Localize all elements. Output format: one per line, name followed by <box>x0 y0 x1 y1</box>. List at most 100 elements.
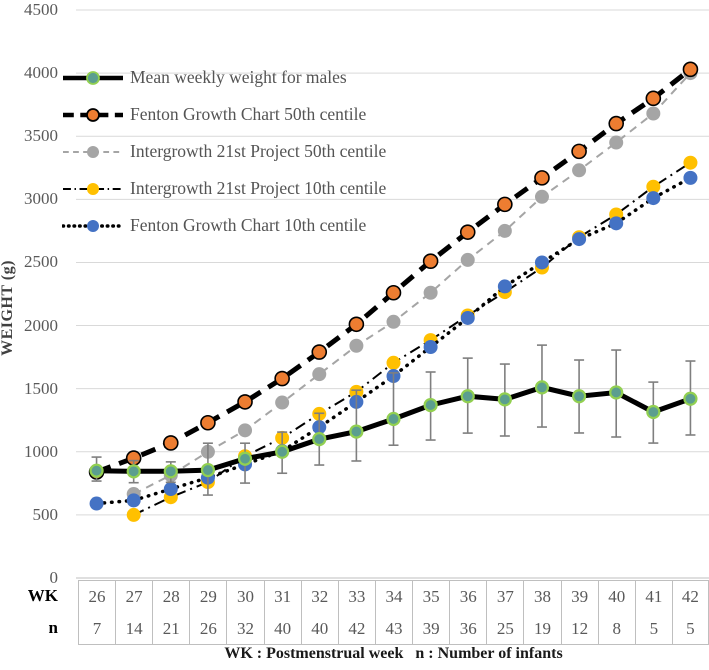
legend-label: Fenton Growth Chart 10th centile <box>130 215 367 235</box>
y-tick-label: 1000 <box>24 441 58 461</box>
data-point-marker <box>534 255 549 270</box>
y-tick-label: 0 <box>49 568 59 587</box>
n-cell: 39 <box>412 613 450 645</box>
wk-cell: 30 <box>226 581 263 613</box>
data-point-marker <box>646 179 661 194</box>
data-point-marker <box>683 391 698 406</box>
legend-line-intergrowth10-icon <box>63 182 123 195</box>
data-point-marker <box>682 61 699 78</box>
n-cell: 19 <box>523 613 561 645</box>
data-point-marker <box>386 411 401 427</box>
legend-label: Intergrowth 21st Project 10th centile <box>130 178 387 198</box>
legend-item-fenton-50: Fenton Growth Chart 50th centile <box>62 96 386 133</box>
n-cell: 5 <box>634 613 672 645</box>
y-tick-label: 4000 <box>24 63 58 83</box>
data-point-marker <box>274 370 290 387</box>
data-point-marker <box>126 464 141 479</box>
data-point-marker <box>126 493 141 508</box>
data-point-marker <box>349 338 364 353</box>
data-point-marker <box>534 380 550 395</box>
legend-marker-icon <box>87 219 99 232</box>
n-cell: 14 <box>115 613 153 645</box>
legend-marker-icon <box>86 107 100 122</box>
legend-label: Intergrowth 21st Project 50th centile <box>130 141 387 161</box>
data-point-marker <box>163 464 178 479</box>
y-tick-label: 500 <box>32 504 59 524</box>
n-cell: 26 <box>189 613 227 645</box>
wk-cell: 35 <box>412 581 449 613</box>
wk-cell: 31 <box>263 581 301 613</box>
wk-cell: 32 <box>300 581 338 613</box>
n-cell: 5 <box>671 613 709 645</box>
data-point-marker <box>162 435 179 451</box>
wk-cell: 28 <box>152 581 189 613</box>
n-cell: 21 <box>152 613 190 645</box>
data-point-marker <box>385 284 402 301</box>
legend: Mean weekly weight for males Fenton Grow… <box>62 59 386 244</box>
y-tick-label: 1500 <box>24 378 58 398</box>
n-cell: 42 <box>337 613 375 645</box>
n-cell: 43 <box>374 613 413 645</box>
data-point-marker <box>386 355 401 370</box>
data-point-marker <box>89 496 104 511</box>
data-point-marker <box>646 106 661 121</box>
y-tick-label: 4500 <box>24 0 58 19</box>
data-point-marker <box>275 395 290 410</box>
data-point-marker <box>163 482 178 497</box>
data-point-marker <box>200 414 216 431</box>
y-tick-label: 2500 <box>24 252 58 272</box>
data-point-marker <box>497 196 513 213</box>
week-table: 26 27 28 29 30 31 32 33 34 35 36 37 38 39 40 41 42 7 14 21 2… <box>78 580 709 645</box>
table-row-label-n: n <box>48 618 58 637</box>
data-point-marker <box>534 170 550 186</box>
wk-cell: 40 <box>597 581 635 613</box>
data-point-marker <box>423 285 438 300</box>
data-point-marker <box>348 316 365 333</box>
wk-cell: 37 <box>486 581 523 613</box>
data-point-marker <box>460 310 475 325</box>
data-point-marker <box>89 463 104 478</box>
data-point-marker <box>646 404 661 420</box>
n-cell: 25 <box>486 613 524 645</box>
legend-line-mean-icon <box>63 70 123 85</box>
data-point-marker <box>609 385 624 400</box>
n-cell: 7 <box>78 613 116 645</box>
data-point-marker <box>497 279 512 294</box>
n-cell: 8 <box>597 613 635 645</box>
data-point-marker <box>460 252 475 267</box>
n-cell: 32 <box>226 613 264 645</box>
wk-cell: 42 <box>671 581 709 613</box>
data-point-marker <box>497 392 512 407</box>
data-point-marker <box>386 314 401 329</box>
data-point-marker <box>608 115 625 132</box>
data-point-marker <box>683 155 698 170</box>
legend-label: Fenton Growth Chart 50th centile <box>130 104 367 124</box>
data-point-marker <box>572 232 587 247</box>
data-point-marker <box>609 135 624 150</box>
legend-item-intergrowth-10: Intergrowth 21st Project 10th centile <box>62 170 386 207</box>
data-point-marker <box>645 90 662 107</box>
data-point-marker <box>646 191 661 206</box>
data-point-marker <box>311 344 328 360</box>
wk-cell: 36 <box>449 581 486 613</box>
data-point-marker <box>572 163 587 178</box>
data-point-marker <box>349 424 364 439</box>
data-point-marker <box>312 367 327 382</box>
legend-item-fenton-10: Fenton Growth Chart 10th centile <box>62 207 386 244</box>
data-point-marker <box>571 143 587 160</box>
data-point-marker <box>238 423 253 438</box>
series-line <box>133 161 691 516</box>
legend-line-fenton50-icon <box>63 107 123 122</box>
wk-cell: 34 <box>374 581 412 613</box>
n-cell: 40 <box>300 613 338 645</box>
legend-marker-icon <box>86 70 100 85</box>
data-point-marker <box>275 444 290 459</box>
data-point-marker <box>609 216 624 231</box>
y-tick-label: 3500 <box>24 126 58 146</box>
data-point-marker <box>459 224 476 240</box>
table-row-labels: WK n <box>0 580 58 644</box>
legend-label: Mean weekly weight for males <box>130 67 347 87</box>
wk-cell: 41 <box>634 581 672 613</box>
wk-cell: 33 <box>337 581 375 613</box>
